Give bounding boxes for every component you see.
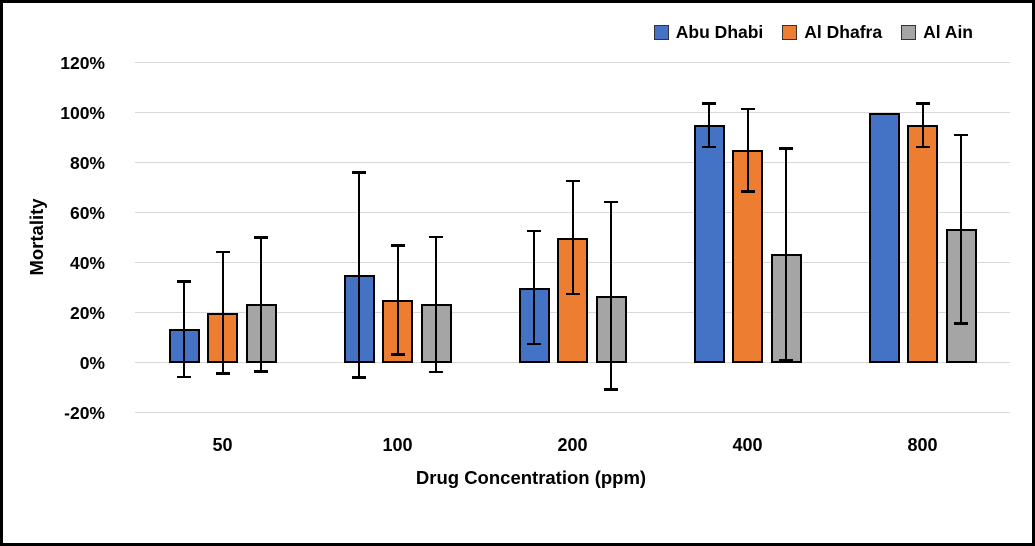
gridline [135,161,1010,164]
error-bar-stem [358,172,360,378]
error-bar-stem [396,245,399,355]
y-tick-label: 60% [69,202,105,223]
y-tick-label: 0% [79,352,105,373]
error-bar-cap-bottom [604,388,618,391]
bar-abu-dhabi-400 [693,125,725,363]
error-bar-stem [533,231,535,344]
error-bar-cap-top [390,244,405,247]
x-tick-label: 800 [907,435,938,455]
error-bar-cap-bottom [254,370,268,373]
error-bar-cap-top [779,147,793,150]
x-tick-label: 200 [557,435,588,455]
legend-swatch-al-ain [901,25,917,40]
legend-swatch-abu-dhabi [653,25,669,40]
x-tick-label: 100 [382,435,413,455]
error-bar-stem [610,202,612,390]
error-bar-cap-top [429,235,443,238]
error-bar-cap-bottom [177,375,191,379]
legend-label-al-ain: Al Ain [923,22,973,42]
legend-item-al-dhafra: Al Dhafra [782,22,882,43]
y-tick-label: 120% [60,52,105,73]
error-bar-stem [571,181,574,294]
error-bar-cap-top [702,102,716,105]
legend-item-al-ain: Al Ain [901,22,973,43]
gridline [135,411,1010,414]
y-tick-label: 100% [60,102,105,123]
error-bar-cap-top [177,280,191,283]
error-bar-cap-bottom [215,372,230,375]
error-bar-stem [785,148,787,360]
y-tick-label: 80% [69,152,105,173]
y-tick-label: 20% [69,302,105,323]
error-bar-cap-top [565,179,580,183]
x-tick-label: 50 [212,435,233,455]
error-bar-cap-bottom [527,342,541,346]
error-bar-stem [708,103,710,147]
y-tick-label: -20% [64,402,105,423]
error-bar-cap-top [954,133,968,137]
legend-label-al-dhafra: Al Dhafra [804,22,883,42]
error-bar-cap-top [254,236,268,239]
x-tick-label: 400 [732,435,763,455]
gridline [135,111,1010,114]
error-bar-cap-bottom [740,190,755,193]
error-bar-cap-top [604,200,618,204]
error-bar-stem [435,236,437,372]
error-bar-stem [921,103,924,147]
legend-swatch-al-dhafra [782,25,798,40]
bar-al-dhafra-800 [907,125,938,363]
error-bar-cap-bottom [702,145,716,148]
error-bar-cap-bottom [954,322,968,325]
error-bar-stem [221,251,224,374]
y-axis-title: Mortality [26,198,47,276]
error-bar-cap-top [915,102,930,105]
gridline [135,61,1010,64]
error-bar-cap-bottom [565,292,580,296]
legend-item-abu-dhabi: Abu Dhabi [653,22,764,43]
error-bar-cap-bottom [779,358,793,362]
error-bar-cap-top [740,107,755,110]
error-bar-cap-bottom [429,370,443,373]
x-axis-title: Drug Concentration (ppm) [415,467,647,488]
error-bar-cap-bottom [915,145,930,148]
error-bar-cap-top [527,229,541,233]
gridline [135,361,1010,364]
error-bar-cap-bottom [352,376,366,379]
y-tick-label: 40% [69,252,105,273]
bar-abu-dhabi-800 [868,112,900,363]
legend: Abu Dhabi Al Dhafra Al Ain [653,22,973,43]
legend-label-abu-dhabi: Abu Dhabi [675,22,764,42]
error-bar-stem [183,281,185,377]
error-bar-cap-top [352,171,366,174]
error-bar-cap-top [215,250,230,253]
error-bar-stem [746,108,749,192]
error-bar-cap-bottom [390,353,405,356]
error-bar-stem [960,135,962,324]
error-bar-stem [260,237,262,372]
